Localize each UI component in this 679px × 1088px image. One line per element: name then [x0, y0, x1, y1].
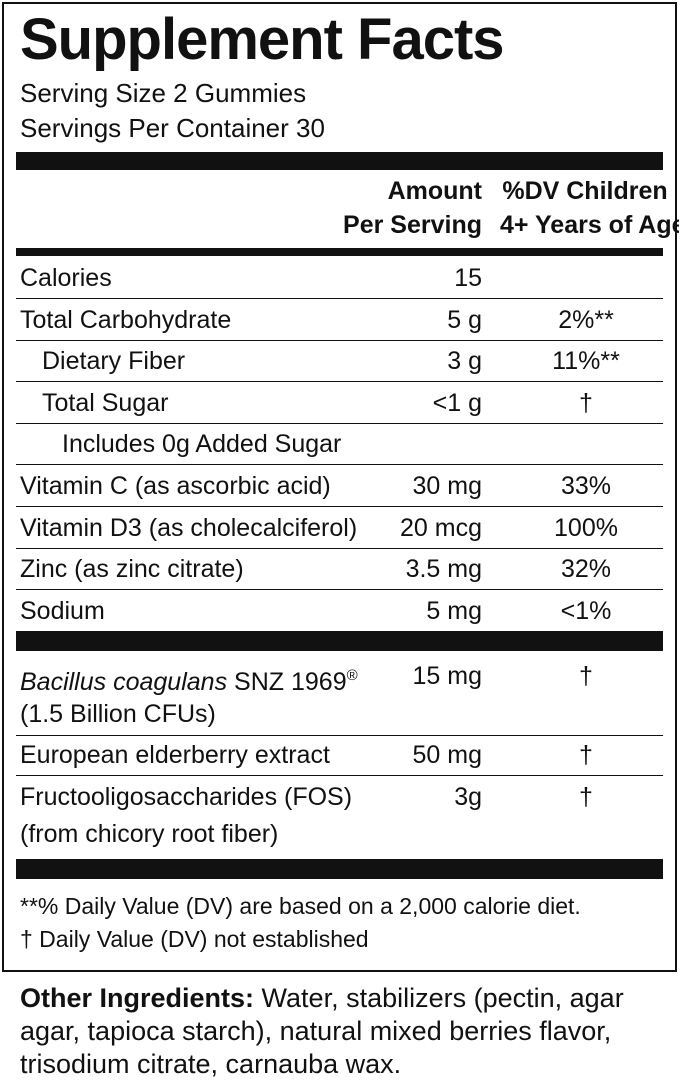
daily-value: 2%**: [558, 305, 614, 334]
thick-bar: [16, 631, 663, 651]
daily-value: <1%: [560, 596, 612, 625]
ingredient-name: Bacillus coagulans SNZ 1969®: [20, 656, 358, 702]
ingredient-name: Fructooligosaccharides (FOS): [20, 783, 353, 811]
amount: <1 g: [432, 388, 482, 417]
amount: 3.5 mg: [405, 555, 482, 584]
amount: 3 g: [447, 347, 482, 376]
other-ingredients-label: Other Ingredients:: [20, 983, 255, 1013]
nutrient-name: Sodium: [20, 596, 105, 625]
row-rule: [16, 589, 663, 591]
row-rule: [16, 735, 663, 736]
amount: 15 mg: [412, 662, 482, 690]
servings-per-container: Servings Per Container 30: [20, 113, 325, 143]
column-header: Amount: [387, 177, 482, 205]
row-rule: [16, 381, 663, 383]
column-header: 4+ Years of Age: [500, 211, 679, 239]
row-rule: [16, 547, 663, 549]
amount: 5 g: [447, 305, 482, 334]
other-ingredients-text: Water, stabilizers (pectin, agar agar, t…: [20, 983, 624, 1079]
other-ingredients: Other Ingredients: Water, stabilizers (p…: [20, 982, 670, 1081]
ingredient-name: SNZ 1969: [234, 668, 347, 696]
ingredient-name-line2: (from chicory root fiber): [20, 820, 279, 848]
daily-value: 100%: [554, 513, 618, 542]
label-box: [2, 2, 677, 972]
daily-value: †: [579, 741, 593, 769]
ingredient-name: European elderberry extract: [20, 741, 330, 769]
thick-bar: [16, 859, 663, 879]
daily-value: 32%: [560, 555, 612, 584]
amount: 3g: [454, 783, 482, 811]
daily-value: 33%: [560, 472, 612, 500]
amount: 30 mg: [412, 472, 482, 500]
thick-bar: [16, 248, 663, 256]
amount: 50 mg: [412, 741, 482, 769]
nutrient-name: Calories: [20, 264, 112, 292]
daily-value: †: [579, 783, 593, 811]
registered-mark: ®: [346, 667, 358, 684]
row-rule: [16, 506, 663, 507]
row-rule: [16, 339, 663, 341]
daily-value: 11%**: [552, 347, 620, 376]
nutrient-name: Zinc (as zinc citrate): [20, 555, 244, 584]
nutrient-name: Total Sugar: [42, 388, 169, 417]
amount: 20 mcg: [400, 513, 482, 542]
footnote: **% Daily Value (DV) are based on a 2,00…: [20, 893, 581, 919]
amount: 15: [454, 264, 482, 292]
title: Supplement Facts: [20, 7, 505, 72]
ingredient-name-italic: Bacillus coagulans: [20, 668, 228, 696]
amount: 5 mg: [426, 596, 482, 625]
nutrient-name: Includes 0g Added Sugar: [62, 430, 342, 459]
daily-value: †: [579, 388, 593, 417]
row-rule: [16, 464, 663, 466]
nutrient-name: Total Carbohydrate: [20, 305, 232, 334]
column-header: Per Serving: [343, 211, 482, 239]
daily-value: †: [579, 662, 593, 690]
row-rule: [16, 775, 663, 776]
nutrient-name: Dietary Fiber: [42, 347, 186, 376]
serving-size: Serving Size 2 Gummies: [20, 78, 307, 108]
ingredient-name-line2: (1.5 Billion CFUs): [20, 700, 216, 728]
thick-bar: [16, 152, 663, 170]
row-rule: [16, 298, 663, 299]
footnote: † Daily Value (DV) not established: [20, 926, 369, 952]
row-rule: [16, 422, 663, 424]
nutrient-name: Vitamin C (as ascorbic acid): [20, 472, 331, 500]
column-header: %DV Children: [502, 177, 668, 205]
nutrient-name: Vitamin D3 (as cholecalciferol): [20, 513, 358, 542]
